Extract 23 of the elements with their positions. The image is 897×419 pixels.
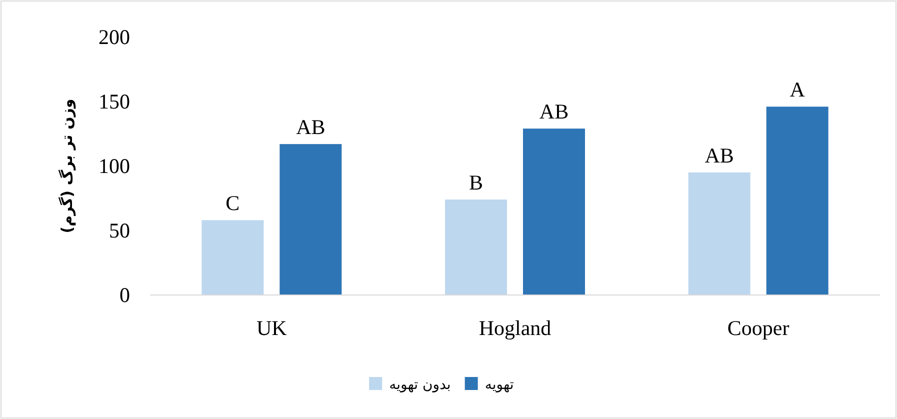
data-label: B — [468, 170, 484, 195]
y-tick-label: 200 — [98, 25, 130, 49]
bar — [523, 128, 585, 295]
data-label: C — [226, 191, 240, 216]
y-tick-label: 100 — [98, 154, 130, 178]
bar — [688, 172, 750, 295]
data-label: AB — [704, 143, 734, 168]
bar — [445, 200, 507, 295]
x-tick-label: Hogland — [478, 316, 552, 340]
data-label: AB — [539, 100, 569, 124]
legend-label: بدون تهویه — [389, 377, 451, 393]
y-tick-label: 0 — [120, 283, 130, 307]
bar — [280, 144, 342, 295]
data-label: AB — [296, 115, 326, 140]
y-tick-label: 50 — [109, 218, 130, 242]
x-tick-label: UK — [256, 316, 287, 340]
legend-label: تهویه — [484, 377, 514, 393]
bar — [202, 220, 264, 295]
x-tick-label: Cooper — [727, 316, 790, 340]
y-axis-title: وزن تر برگ (گرم) — [58, 98, 76, 234]
bar — [766, 106, 828, 295]
data-label: A — [790, 78, 806, 102]
y-tick-label: 150 — [98, 90, 130, 114]
